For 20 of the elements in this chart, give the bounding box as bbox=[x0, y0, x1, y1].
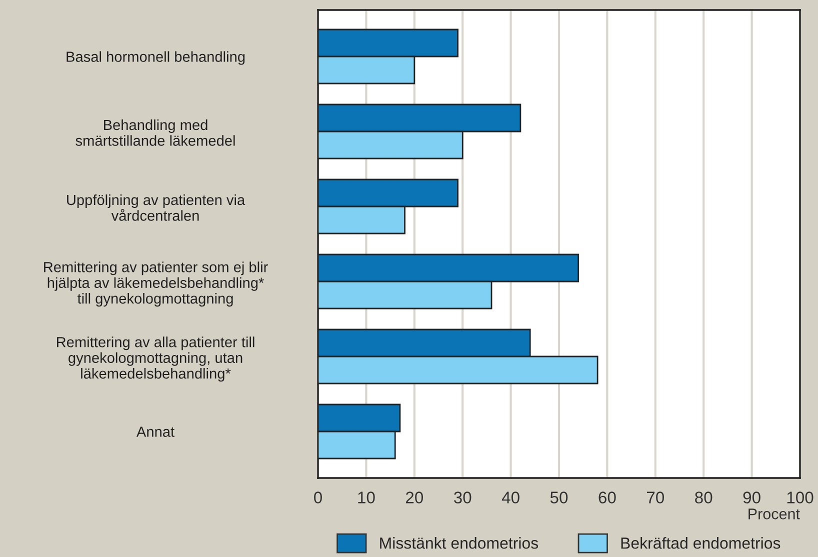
x-tick-label: 60 bbox=[598, 492, 616, 504]
x-tick-label: 90 bbox=[743, 492, 760, 504]
x-tick-label: 100 bbox=[787, 492, 814, 504]
y-tick-label: Remittering av patienter som ej blir hjälpta av läkemedelsbehandling* till gynekologmottagning bbox=[44, 262, 268, 307]
y-tick-label: Remittering av alla patienter till gynekologmottagning, utan läkemedelsbehandling* bbox=[57, 336, 254, 382]
x-tick-label: 0 bbox=[314, 492, 322, 504]
legend-label: Bekräftad endometrios bbox=[621, 537, 780, 549]
x-tick-label: 50 bbox=[550, 492, 568, 504]
x-tick-label: 20 bbox=[406, 492, 424, 504]
y-tick-label: Annat bbox=[136, 426, 174, 437]
x-tick-label: 10 bbox=[358, 492, 375, 504]
x-tick-label: 30 bbox=[454, 492, 472, 504]
x-tick-label: 80 bbox=[695, 492, 712, 504]
y-tick-label: Basal hormonell behandling bbox=[66, 51, 245, 65]
x-tick-label: 70 bbox=[646, 492, 664, 504]
x-axis-title: Procent bbox=[748, 508, 800, 520]
legend-label: Misstänkt endometrios bbox=[380, 537, 538, 549]
y-tick-label: Behandling med smärtstillande läkemedel bbox=[76, 119, 235, 146]
y-tick-label: Uppföljning av patienten via vårdcentralen bbox=[67, 194, 246, 221]
x-tick-label: 40 bbox=[502, 492, 520, 504]
